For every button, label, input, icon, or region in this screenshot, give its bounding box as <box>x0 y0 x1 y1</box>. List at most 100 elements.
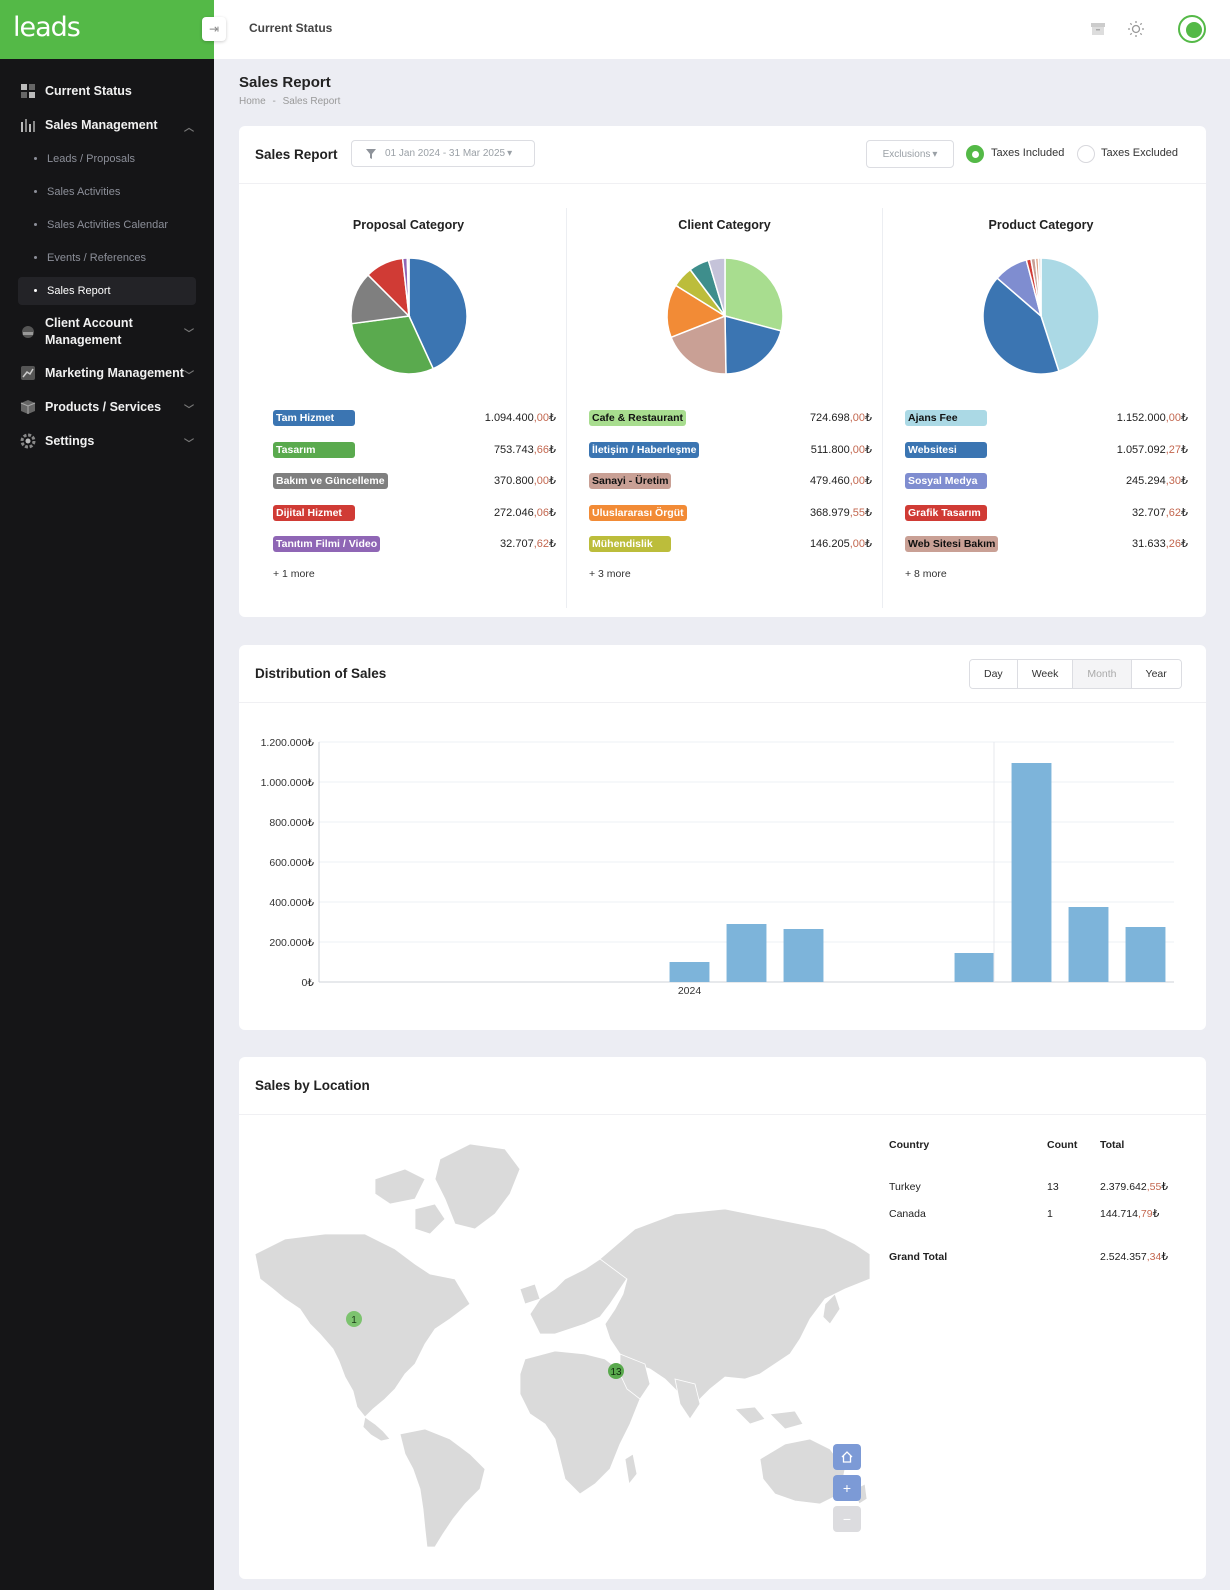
dashboard-icon <box>21 84 35 98</box>
sidebar-item-sales-management[interactable]: Sales Management ︿ <box>0 108 214 142</box>
table-cell-total: 144.714,79₺ <box>1100 1208 1159 1220</box>
pie-slice[interactable] <box>724 315 782 375</box>
legend-tag[interactable]: Web Sitesi Bakım <box>905 536 999 552</box>
map-zoom-in-button[interactable]: + <box>833 1475 861 1501</box>
category-title: Product Category <box>988 218 1094 232</box>
legend-tag[interactable]: Tam Hizmet <box>273 410 355 426</box>
legend-row: Sosyal Medya 245.294,30₺ <box>905 473 1188 489</box>
amount-int: 146.205 <box>809 538 850 550</box>
period-year-button[interactable]: Year <box>1131 660 1181 688</box>
sidebar-item-label: Marketing Management <box>45 366 184 380</box>
sidebar-subitem-sales-activities[interactable]: Sales Activities <box>0 175 214 208</box>
legend-tag[interactable]: Tanıtım Filmi / Video <box>273 536 381 552</box>
sidebar-item-label: Settings <box>45 434 95 448</box>
chart-bar[interactable] <box>726 924 767 982</box>
world-map[interactable]: 1 13 <box>255 1139 870 1549</box>
pie-slice[interactable] <box>707 257 726 317</box>
pie-slice[interactable] <box>408 257 468 370</box>
legend-more-link[interactable]: + 1 more <box>273 567 315 580</box>
legend-tag[interactable]: Bakım ve Güncelleme <box>273 473 388 489</box>
map-marker[interactable]: 13 <box>608 1363 624 1379</box>
legend-tag[interactable]: Tasarım <box>273 441 355 458</box>
map-marker[interactable]: 1 <box>346 1311 362 1327</box>
legend-tag[interactable]: İletişim / Haberleşme <box>589 441 700 458</box>
sidebar-item-settings[interactable]: Settings ﹀ <box>0 424 214 458</box>
logo-bar: leads <box>0 0 214 59</box>
legend-tag[interactable]: Dijital Hizmet <box>273 504 355 521</box>
legend-tag[interactable]: Mühendislik <box>589 536 671 552</box>
period-month-button[interactable]: Month <box>1073 660 1132 688</box>
legend-tag[interactable]: Sosyal Medya <box>905 473 987 489</box>
legend-row: Uluslararası Örgüt 368.979,55₺ <box>589 504 872 521</box>
pie-slice[interactable] <box>670 314 727 375</box>
legend-tag[interactable]: Sanayi - Üretim <box>589 473 672 489</box>
amount-currency: ₺ <box>1181 538 1188 550</box>
legend-value: 1.057.092,27₺ <box>1117 443 1188 456</box>
date-range-filter[interactable]: 01 Jan 2024 - 31 Mar 2025 ▾ <box>351 140 535 167</box>
map-home-button[interactable] <box>833 1444 861 1470</box>
pie-slice[interactable] <box>1037 257 1042 317</box>
chart-bar[interactable] <box>669 962 710 982</box>
avatar[interactable] <box>1178 15 1206 43</box>
chart-bar[interactable] <box>783 929 824 982</box>
amount-currency: ₺ <box>865 412 872 424</box>
amount-int: 370.800 <box>493 475 534 487</box>
pie-slice[interactable] <box>982 277 1060 375</box>
legend-tag[interactable]: Grafik Tasarım <box>905 504 987 521</box>
sidebar-subitem-events[interactable]: Events / References <box>0 241 214 274</box>
home-icon <box>841 1451 853 1463</box>
pie-chart <box>350 257 468 375</box>
sidebar-subitem-leads[interactable]: Leads / Proposals <box>0 142 214 175</box>
amount-dec: ,00 <box>533 475 549 487</box>
pie-slice[interactable] <box>350 273 411 325</box>
taxes-included-label[interactable]: Taxes Included <box>991 147 1065 159</box>
period-day-button[interactable]: Day <box>970 660 1018 688</box>
legend-tag[interactable]: Websitesi <box>905 441 987 458</box>
breadcrumb-home[interactable]: Home <box>239 96 266 107</box>
legend-tag[interactable]: Cafe & Restaurant <box>589 410 687 426</box>
amount-currency: ₺ <box>865 506 872 519</box>
sidebar-item-products[interactable]: Products / Services ﹀ <box>0 390 214 424</box>
chart-bar[interactable] <box>954 953 995 982</box>
sidebar-subitem-sales-report[interactable]: Sales Report <box>18 277 196 305</box>
exclusions-button[interactable]: Exclusions ▾ <box>866 140 954 168</box>
chart-bar[interactable] <box>1011 763 1052 982</box>
legend-tag[interactable]: Ajans Fee <box>905 410 987 426</box>
legend-tag[interactable]: Uluslararası Örgüt <box>589 504 687 521</box>
amount-int: 31.633 <box>1132 538 1166 550</box>
chart-bar[interactable] <box>1068 907 1109 982</box>
taxes-excluded-radio[interactable] <box>1077 145 1095 163</box>
pie-slice[interactable] <box>350 315 435 375</box>
filter-icon <box>366 149 376 159</box>
period-week-button[interactable]: Week <box>1017 660 1074 688</box>
card-title: Distribution of Sales <box>255 666 387 681</box>
card-title: Sales Report <box>255 147 338 162</box>
sidebar-item-current-status[interactable]: Current Status <box>0 74 214 108</box>
breadcrumb: Home - Sales Report <box>239 96 340 107</box>
legend-more-link[interactable]: + 3 more <box>589 567 631 580</box>
map-zoom-out-button[interactable]: − <box>833 1506 861 1532</box>
amount-dec: ,00 <box>533 412 549 424</box>
amount-int: 144.714 <box>1100 1208 1138 1220</box>
sidebar-item-client-account[interactable]: Client Account Management ﹀ <box>0 308 214 356</box>
chevron-down-icon: ﹀ <box>184 371 194 382</box>
sidebar-item-marketing[interactable]: Marketing Management ﹀ <box>0 356 214 390</box>
pie-slice[interactable] <box>1040 257 1100 373</box>
amount-dec: ,34 <box>1146 1251 1162 1263</box>
sun-icon[interactable] <box>1127 20 1145 38</box>
sidebar-item-label: Products / Services <box>45 400 162 414</box>
legend-more-link[interactable]: + 8 more <box>905 567 947 580</box>
pie-slice[interactable] <box>666 284 727 339</box>
sidebar-subitem-sales-calendar[interactable]: Sales Activities Calendar <box>0 208 214 241</box>
collapse-sidebar-button[interactable]: ⇥ <box>202 17 226 41</box>
logo[interactable]: leads <box>13 12 81 43</box>
pie-slice[interactable] <box>406 257 410 317</box>
pie-slice[interactable] <box>724 257 784 332</box>
x-tick-label: 2024 <box>678 985 702 997</box>
archive-icon[interactable] <box>1089 20 1107 38</box>
taxes-included-radio[interactable] <box>966 145 984 163</box>
chart-bar[interactable] <box>1125 927 1166 982</box>
sales-bar-chart: 0₺ 200.000₺ 400.000₺ 600.000₺ 800.000₺ 1.000.… <box>261 737 1174 997</box>
taxes-excluded-label[interactable]: Taxes Excluded <box>1101 147 1179 159</box>
account-icon <box>22 326 34 338</box>
